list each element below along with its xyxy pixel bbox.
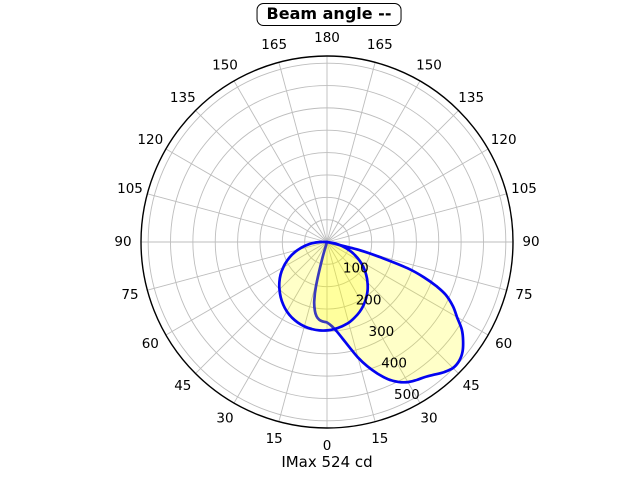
polar-grid-spoke — [147, 193, 328, 243]
angle-tick-label: 165 — [261, 37, 287, 53]
angle-tick-label: 75 — [121, 287, 138, 303]
angle-tick-label: 30 — [216, 411, 233, 427]
polar-grid-spoke — [326, 110, 459, 243]
angle-tick-label: 135 — [458, 90, 484, 106]
polar-grid-ring — [259, 174, 395, 310]
angle-tick-label: 150 — [212, 57, 238, 73]
polar-grid-spoke — [326, 148, 489, 243]
angle-tick-label: 180 — [314, 30, 340, 46]
polar-grid-spoke — [326, 241, 489, 336]
polar-grid-spoke — [165, 148, 328, 243]
polar-grid-spoke — [233, 80, 328, 243]
imax-label: IMax 524 cd — [281, 453, 373, 471]
polar-grid-spoke — [165, 241, 328, 336]
r-tick-label: 500 — [394, 387, 420, 403]
polar-grid-spoke — [326, 241, 376, 422]
angle-tick-label: 105 — [511, 181, 537, 197]
polar-grid-ring — [170, 85, 484, 399]
angle-tick-label: 45 — [174, 378, 191, 394]
r-tick-label: 300 — [369, 324, 395, 340]
angle-tick-label: 120 — [491, 132, 517, 148]
r-tick-label: 400 — [381, 356, 407, 372]
polar-grid-spoke — [278, 62, 328, 243]
polar-grid-ring — [214, 129, 440, 355]
chart-title: Beam angle -- — [256, 3, 402, 26]
angle-tick-label: 45 — [463, 378, 480, 394]
polar-grid-spoke — [195, 110, 328, 243]
angle-tick-label: 0 — [323, 438, 332, 454]
angle-tick-label: 165 — [367, 37, 393, 53]
polar-grid-spoke — [326, 62, 376, 243]
angle-tick-label: 15 — [266, 431, 283, 447]
polar-grid-spoke — [233, 241, 328, 404]
beam-intensity-curve_2_round_lobe — [277, 240, 370, 332]
polar-grid-spoke — [326, 241, 421, 404]
angle-tick-label: 75 — [515, 287, 532, 303]
polar-grid-spoke — [195, 241, 328, 374]
angle-tick-label: 105 — [117, 181, 143, 197]
polar-axis-outline — [140, 55, 514, 429]
angle-tick-label: 150 — [416, 57, 442, 73]
polar-grid-spoke — [326, 80, 421, 243]
angle-tick-label: 60 — [142, 336, 159, 352]
r-tick-label: 100 — [343, 261, 369, 277]
polar-grid-ring — [304, 219, 350, 265]
polar-grid-spoke — [326, 193, 507, 243]
polar-grid-ring — [147, 62, 507, 422]
angle-tick-label: 90 — [114, 234, 131, 250]
polar-grid-ring — [192, 107, 462, 377]
angle-tick-label: 135 — [170, 90, 196, 106]
angle-tick-label: 15 — [371, 431, 388, 447]
polar-grid-spoke — [326, 241, 459, 374]
polar-grid-ring — [281, 196, 373, 288]
beam-intensity-curve_1_wide_lobe — [312, 240, 465, 384]
angle-tick-label: 60 — [495, 336, 512, 352]
r-tick-label: 200 — [356, 292, 382, 308]
angle-tick-label: 30 — [420, 411, 437, 427]
angle-tick-label: 90 — [522, 234, 539, 250]
angle-tick-label: 120 — [137, 132, 163, 148]
